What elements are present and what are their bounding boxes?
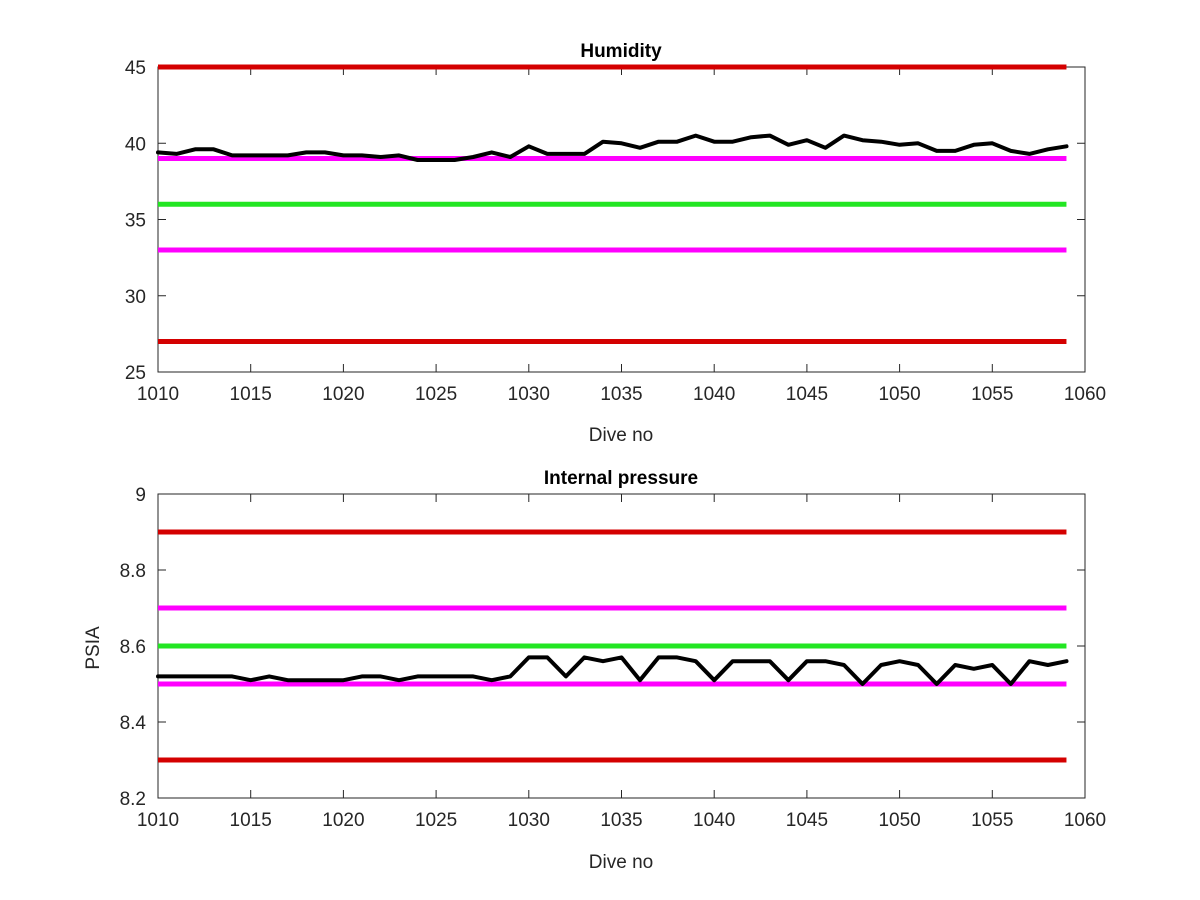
x-tick-label: 1060 [1064, 810, 1106, 831]
x-tick-label: 1055 [971, 384, 1013, 405]
x-tick-label: 1040 [693, 384, 735, 405]
x-tick-label: 1050 [878, 384, 920, 405]
x-axis-label: Dive no [589, 425, 653, 446]
y-tick-label: 35 [125, 211, 146, 232]
x-tick-label: 1055 [971, 810, 1013, 831]
x-tick-label: 1030 [508, 810, 550, 831]
x-tick-label: 1020 [322, 810, 364, 831]
x-tick-label: 1010 [137, 810, 179, 831]
x-tick-label: 1035 [600, 810, 642, 831]
y-axis-label: PSIA [83, 626, 104, 670]
series-line [156, 655, 1069, 686]
y-tick-label: 8.4 [120, 713, 147, 734]
x-tick-label: 1010 [137, 384, 179, 405]
x-tick-label: 1045 [786, 810, 828, 831]
x-tick-label: 1035 [600, 384, 642, 405]
series-line [156, 133, 1069, 162]
x-axis-label: Dive no [589, 852, 653, 873]
x-tick-label: 1045 [786, 384, 828, 405]
humidity-panel: Humidity 1010 1015 1020 1025 1030 1035 1040 104… [125, 41, 1106, 446]
y-tick-label: 45 [125, 58, 146, 79]
y-tick-label: 25 [125, 363, 146, 384]
plot-area: 1010 1015 1020 1025 1030 1035 1040 1045 1050 1055… [125, 58, 1106, 405]
x-tick-label: 1025 [415, 384, 457, 405]
y-tick-label: 8.2 [120, 789, 146, 810]
x-tick-label: 1015 [230, 810, 272, 831]
x-tick-label: 1020 [322, 384, 364, 405]
y-tick-label: 40 [125, 134, 146, 155]
y-tick-label: 30 [125, 287, 146, 308]
x-tick-label: 1030 [508, 384, 550, 405]
plot-area: 1010 1015 1020 1025 1030 1035 1040 1045 1050 1055… [120, 485, 1107, 831]
x-tick-label: 1050 [878, 810, 920, 831]
x-tick-label: 1015 [230, 384, 272, 405]
y-tick-label: 8.8 [120, 561, 146, 582]
y-tick-label: 8.6 [120, 637, 146, 658]
y-tick-label: 9 [135, 485, 146, 506]
x-tick-label: 1060 [1064, 384, 1106, 405]
chart-title: Internal pressure [544, 468, 698, 489]
internal-pressure-panel: Internal pressure 1010 1015 1020 1025 1030 10… [83, 468, 1106, 873]
x-tick-label: 1025 [415, 810, 457, 831]
x-tick-label: 1040 [693, 810, 735, 831]
chart-title: Humidity [580, 41, 662, 62]
